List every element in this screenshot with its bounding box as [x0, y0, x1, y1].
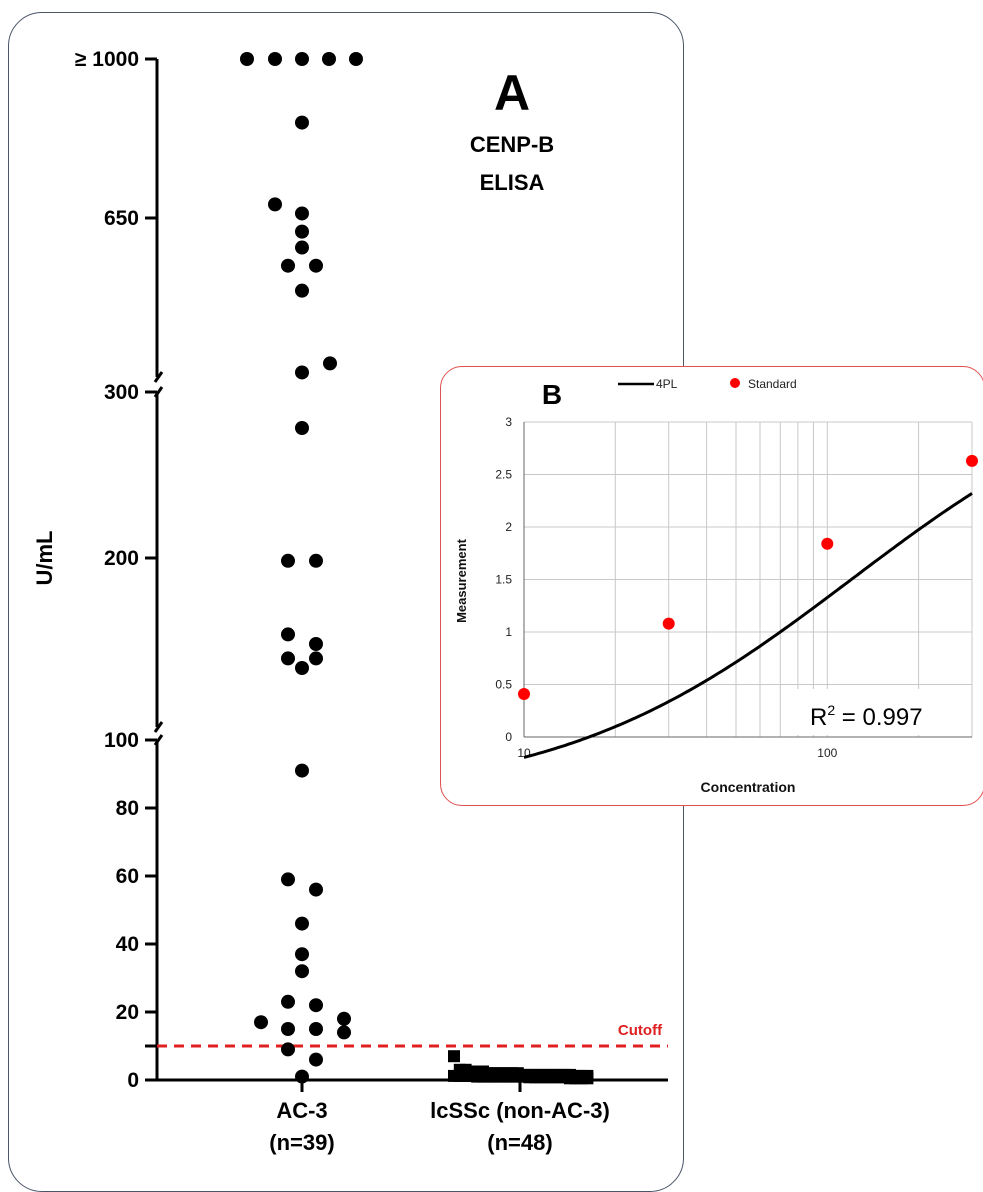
y-tick-label-b-5: 2.5: [495, 468, 512, 482]
y-axis-title: U/mL: [32, 531, 57, 586]
data-point-lcssc-47: [581, 1072, 594, 1085]
x-category-n-ac3: (n=39): [269, 1130, 334, 1155]
data-point-ac3-36: [281, 1042, 295, 1057]
data-point-ac3-35: [337, 1025, 351, 1040]
data-point-ac3-10: [281, 258, 295, 273]
data-point-ac3-12: [295, 283, 309, 298]
data-point-ac3-37: [309, 1052, 323, 1067]
y-tick-label-0: 0: [127, 1069, 139, 1092]
legend-4pl-label: 4PL: [656, 377, 678, 391]
y-tick-label-20: 20: [116, 1001, 139, 1024]
data-point-ac3-20: [281, 651, 295, 666]
data-point-ac3-26: [295, 916, 309, 931]
y-tick-label-80: 80: [116, 797, 139, 820]
data-point-ac3-31: [337, 1011, 351, 1026]
x-category-n-lcssc: (n=48): [487, 1130, 552, 1155]
data-point-ac3-25: [309, 882, 323, 897]
r2-rest: = 0.997: [835, 704, 922, 731]
data-point-ac3-27: [295, 947, 309, 962]
standard-point-2: [821, 537, 834, 550]
y-tick-label-b-2: 1: [505, 625, 512, 639]
standard-point-1: [662, 617, 675, 630]
data-point-ac3-5: [295, 115, 309, 130]
y-tick-label-b-3: 1.5: [495, 573, 512, 587]
data-point-ac3-6: [268, 197, 282, 212]
data-point-ac3-15: [295, 421, 309, 435]
data-point-ac3-0: [240, 52, 254, 66]
data-point-ac3-18: [281, 627, 295, 642]
data-point-ac3-29: [281, 994, 295, 1009]
x-category-label-ac3: AC-3: [276, 1098, 327, 1123]
y-tick-label-b-0: 0: [505, 730, 512, 744]
y-tick-label-200: 200: [104, 547, 139, 570]
data-point-ac3-23: [295, 763, 309, 778]
curve-4pl: [523, 492, 973, 759]
standard-point-3: [966, 454, 978, 467]
data-point-ac3-14: [295, 365, 309, 380]
data-point-ac3-19: [309, 637, 323, 651]
data-point-ac3-11: [309, 258, 323, 273]
r2-base: R: [810, 704, 827, 731]
r2-box: [796, 689, 942, 735]
data-point-ac3-21: [309, 651, 323, 666]
standard-point-0: [518, 687, 530, 700]
x-axis-title-b: Concentration: [701, 779, 796, 795]
legend-standard-label: Standard: [748, 377, 797, 391]
y-axis-title-b: Measurement: [454, 538, 469, 622]
r2-sup: 2: [827, 702, 835, 718]
y-tick-label-40: 40: [116, 933, 139, 956]
x-category-label-lcssc: lcSSc (non-AC-3): [430, 1098, 610, 1123]
data-point-ac3-8: [295, 224, 309, 239]
data-point-ac3-4: [349, 52, 363, 66]
y-tick-label-60: 60: [116, 865, 139, 888]
panel-letter-b: B: [542, 379, 562, 410]
data-point-ac3-1: [268, 52, 282, 66]
axis-break-mark-middle-top: [153, 386, 164, 398]
r2-annotation: R2 = 0.997: [810, 702, 923, 731]
panel-letter-a: A: [494, 65, 530, 121]
y-tick-label-300: 300: [104, 381, 139, 404]
data-point-ac3-9: [295, 240, 309, 255]
chart-a-title-line-2: ELISA: [480, 170, 545, 195]
data-point-lcssc-0: [448, 1050, 460, 1063]
data-point-ac3-22: [295, 661, 309, 675]
y-tick-label-b-6: 3: [505, 415, 512, 429]
y-tick-label-1000: ≥ 1000: [75, 48, 139, 71]
y-tick-label-b-1: 0.5: [495, 678, 512, 692]
legend-standard-swatch: [730, 378, 740, 388]
data-point-ac3-17: [309, 553, 323, 568]
y-tick-label-650: 650: [104, 207, 139, 230]
cutoff-label: Cutoff: [618, 1022, 663, 1039]
y-tick-label-b-4: 2: [505, 520, 512, 534]
axis-break-mark-bottom: [153, 734, 164, 746]
y-tick-label-100: 100: [104, 729, 139, 752]
data-point-ac3-2: [295, 52, 309, 66]
data-point-ac3-16: [281, 553, 295, 568]
data-point-ac3-7: [295, 206, 309, 221]
chart-b: B 4PL Standard Concentration Measurement…: [454, 377, 978, 795]
data-point-ac3-32: [254, 1015, 268, 1030]
data-point-ac3-33: [281, 1022, 295, 1036]
data-point-ac3-3: [322, 52, 336, 66]
chart-a-title-line-1: CENP-B: [470, 132, 554, 157]
data-point-ac3-13: [323, 356, 337, 371]
data-point-ac3-30: [309, 998, 323, 1013]
data-point-ac3-34: [309, 1022, 323, 1036]
data-point-ac3-38: [295, 1069, 309, 1084]
data-point-ac3-28: [295, 964, 309, 979]
axis-break-mark-top: [153, 371, 164, 383]
x-tick-label-b-1: 100: [817, 746, 837, 760]
data-point-ac3-24: [281, 872, 295, 887]
axis-break-mark-middle-bottom: [153, 721, 164, 733]
